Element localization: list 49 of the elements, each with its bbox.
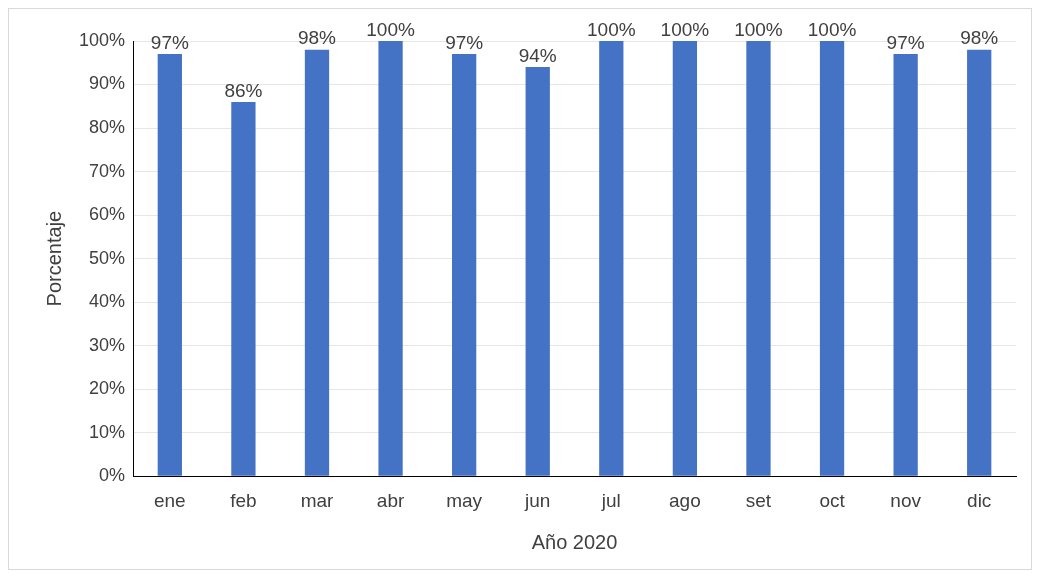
- x-tick-label: may: [446, 489, 483, 511]
- data-label: 97%: [886, 31, 925, 53]
- y-tick-label: 40%: [89, 291, 126, 312]
- x-tick-label: mar: [300, 489, 335, 511]
- x-tick-label: oct: [819, 489, 846, 511]
- y-tick-label: 70%: [89, 160, 126, 181]
- bar: [231, 101, 256, 476]
- data-label: 98%: [960, 27, 999, 49]
- x-tick-label: abr: [376, 489, 405, 511]
- bar: [157, 54, 182, 476]
- data-label: 86%: [224, 79, 263, 101]
- bar: [452, 54, 477, 476]
- y-tick-label: 50%: [89, 247, 126, 268]
- y-tick-label: 30%: [89, 334, 126, 355]
- y-tick-label: 90%: [89, 73, 126, 94]
- y-tick-label: 0%: [99, 465, 126, 486]
- x-tick-label: dic: [967, 489, 992, 511]
- x-tick-label: ago: [669, 489, 701, 511]
- y-tick-label: 10%: [89, 421, 126, 442]
- data-label: 100%: [587, 18, 636, 40]
- y-tick-label: 60%: [89, 204, 126, 225]
- x-tick-label: jul: [600, 489, 621, 511]
- data-label: 97%: [150, 31, 189, 53]
- y-tick-label: 100%: [78, 29, 126, 50]
- y-tick-label: 80%: [89, 117, 126, 138]
- x-tick-label: jun: [524, 489, 551, 511]
- data-label: 100%: [807, 18, 857, 40]
- bar: [893, 54, 918, 476]
- bar: [599, 41, 624, 476]
- data-label: 97%: [445, 31, 484, 53]
- bar: [378, 41, 403, 476]
- bar: [967, 49, 992, 476]
- y-axis-title: Porcentaje: [42, 210, 65, 307]
- data-label: 100%: [366, 18, 415, 40]
- bar: [819, 41, 845, 476]
- x-tick-label: set: [745, 489, 772, 511]
- bar: [672, 41, 698, 476]
- x-tick-label: nov: [890, 489, 922, 511]
- data-label: 98%: [297, 27, 337, 49]
- x-tick-label: feb: [230, 489, 257, 511]
- x-tick-label: ene: [153, 489, 186, 511]
- bar: [746, 41, 771, 476]
- data-label: 100%: [660, 18, 710, 40]
- data-label: 100%: [734, 18, 783, 40]
- x-axis-title: Año 2020: [531, 530, 618, 553]
- bar: [525, 67, 550, 476]
- data-label: 94%: [518, 44, 557, 66]
- bar: [304, 49, 330, 476]
- y-tick-label: 20%: [89, 378, 126, 399]
